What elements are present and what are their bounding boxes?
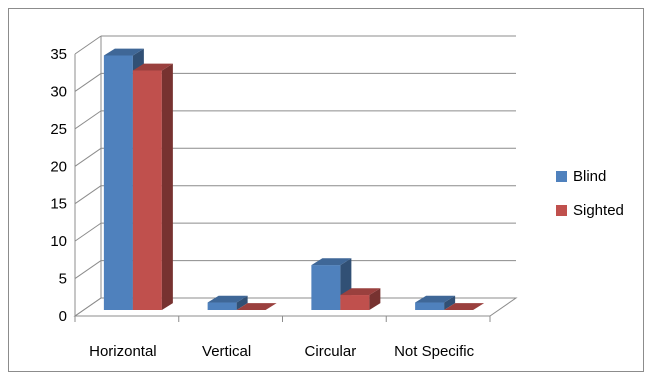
gridline-diagonal	[74, 110, 102, 130]
legend-swatch-blind	[556, 171, 567, 182]
bar-sighted-not-specific	[444, 303, 485, 311]
y-tick-label: 10	[50, 233, 67, 250]
gridline-diagonal	[74, 73, 102, 92]
bar-top	[236, 303, 277, 310]
y-tick-label: 30	[50, 83, 67, 100]
y-tick-label: 15	[50, 196, 67, 213]
bar-front	[311, 265, 341, 310]
legend: Blind Sighted	[556, 168, 624, 219]
legend-label-sighted: Sighted	[573, 202, 624, 219]
y-tick-labels: 0 5 10 15 20 25 30 35	[50, 46, 67, 325]
y-tick-label: 0	[59, 308, 67, 325]
gridline-diagonal	[74, 222, 102, 242]
bar-side	[236, 295, 248, 310]
bar-top	[415, 295, 456, 303]
legend-label-blind: Blind	[573, 168, 606, 185]
category-label: Not Specific	[394, 343, 475, 360]
category-label: Horizontal	[89, 343, 157, 360]
legend-swatch-sighted	[556, 205, 567, 216]
category-label: Vertical	[202, 343, 251, 360]
bar-sighted-vertical	[236, 303, 277, 311]
bar-front	[103, 55, 133, 310]
bar-top	[311, 258, 352, 266]
bar-sighted-circular	[340, 288, 381, 310]
bar-blind-not-specific	[415, 295, 456, 310]
bar-front	[132, 70, 162, 310]
bar-sighted-horizontal	[132, 63, 173, 310]
bar-top	[340, 288, 381, 296]
bar-front	[340, 295, 370, 310]
bar-blind-vertical	[207, 295, 248, 310]
y-tick-label: 5	[59, 271, 67, 288]
bar-front	[207, 302, 237, 310]
axes	[73, 36, 518, 322]
bar-top	[444, 303, 485, 310]
x-category-labels: Horizontal Vertical Circular Not Specific	[89, 343, 475, 360]
gridline-diagonal	[74, 260, 102, 279]
bar-top	[132, 63, 173, 71]
bar-top	[207, 295, 248, 303]
bar-side	[161, 63, 173, 310]
gridline-diagonal	[74, 147, 102, 167]
y-tick-label: 20	[50, 158, 67, 175]
bar-top	[103, 48, 144, 56]
bars	[103, 48, 485, 311]
bar-front	[415, 302, 445, 310]
gridline-diagonal	[74, 35, 102, 55]
y-tick-label: 35	[50, 46, 67, 63]
bar-side	[369, 288, 381, 310]
category-label: Circular	[305, 343, 357, 360]
y-tick-label: 25	[50, 121, 67, 138]
bar-side	[444, 295, 456, 310]
gridline-diagonal	[74, 185, 102, 205]
